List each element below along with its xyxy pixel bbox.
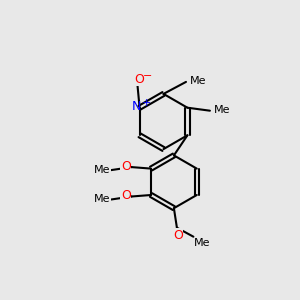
Text: +: + <box>142 98 151 108</box>
Text: O: O <box>121 189 130 202</box>
Text: N: N <box>131 100 141 113</box>
Text: O: O <box>121 160 130 173</box>
Text: −: − <box>142 70 152 81</box>
Text: O: O <box>134 73 144 86</box>
Text: O: O <box>173 229 183 242</box>
Text: Me: Me <box>94 194 110 204</box>
Text: Me: Me <box>94 164 110 175</box>
Text: Me: Me <box>194 238 211 248</box>
Text: Me: Me <box>190 76 206 86</box>
Text: Me: Me <box>214 105 230 115</box>
